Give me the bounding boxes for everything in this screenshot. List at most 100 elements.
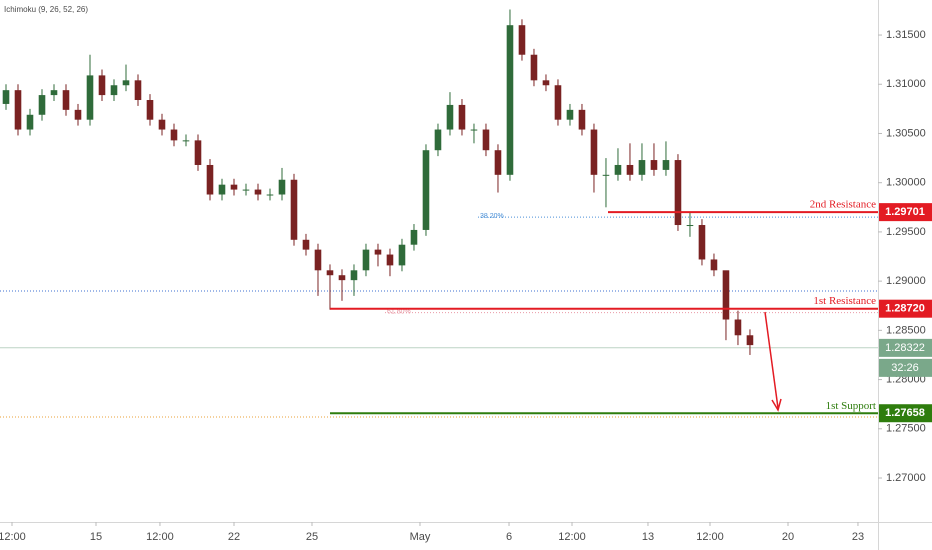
candle-body (254, 189, 262, 195)
x-tick-label: 22 (228, 531, 240, 543)
level-price-box (879, 203, 932, 222)
y-tick-label: 1.27000 (886, 472, 926, 484)
indicator-label: Ichimoku (9, 26, 52, 26) (4, 5, 88, 14)
candle-body (374, 249, 382, 255)
countdown: 32:26 (891, 362, 919, 374)
candle-body (326, 270, 334, 276)
candle-body (434, 129, 442, 151)
last-price: 1.28322 (885, 342, 925, 354)
candle-body (398, 244, 406, 266)
x-tick-label: 13 (642, 531, 654, 543)
x-tick-label: 6 (506, 531, 512, 543)
candle-body (122, 80, 130, 86)
candle-body (542, 80, 550, 86)
candle-body (134, 80, 142, 101)
candle-body (2, 90, 10, 104)
candle-body (266, 194, 274, 196)
candle-body (158, 119, 166, 130)
candle-body (494, 150, 502, 175)
candle-body (686, 225, 694, 227)
level-price-box (879, 404, 932, 423)
candle-body (734, 319, 742, 336)
candle-body (530, 54, 538, 81)
x-tick-label: 12:00 (0, 531, 26, 543)
fib-label: 61.80% (387, 308, 411, 315)
candle-body (86, 75, 94, 120)
candle-body (278, 179, 286, 195)
y-tick-label: 1.30500 (886, 127, 926, 139)
y-tick-label: 1.31000 (886, 78, 926, 90)
level-price: 1.28720 (885, 303, 925, 315)
y-tick-label: 1.28500 (886, 324, 926, 336)
candle-body (554, 85, 562, 120)
candle-body (638, 160, 646, 175)
candle-body (590, 129, 598, 175)
candle-body (182, 140, 190, 142)
candle-body (314, 249, 322, 271)
x-tick-label: 12:00 (558, 531, 586, 543)
candle-body (290, 179, 298, 240)
candle-body (14, 90, 22, 130)
candle-body (710, 259, 718, 271)
x-tick-label: 20 (782, 531, 794, 543)
x-tick-label: May (410, 531, 431, 543)
candle-body (110, 85, 118, 96)
candle-body (746, 335, 754, 346)
candle-body (302, 239, 310, 250)
candle-body (206, 164, 214, 195)
candle-body (98, 75, 106, 96)
candle-body (242, 189, 250, 191)
candle-body (38, 95, 46, 115)
level-name: 2nd Resistance (810, 199, 876, 211)
x-tick-label: 23 (852, 531, 864, 543)
candle-body (674, 160, 682, 226)
y-tick-label: 1.27500 (886, 423, 926, 435)
candle-body (410, 229, 418, 245)
y-tick-label: 1.29500 (886, 226, 926, 238)
x-tick-label: 12:00 (146, 531, 174, 543)
candle-body (50, 90, 58, 96)
candle-body (422, 150, 430, 230)
candle-body (446, 104, 454, 130)
candle-body (662, 160, 670, 170)
candle-body (614, 164, 622, 175)
candle-body (62, 90, 70, 110)
y-tick-label: 1.29000 (886, 275, 926, 287)
candle-body (470, 129, 478, 131)
candle-body (26, 114, 34, 130)
candle-body (170, 129, 178, 141)
level-price-box (879, 299, 932, 318)
candle-body (698, 225, 706, 260)
candle-body (506, 25, 514, 175)
candle-body (194, 140, 202, 165)
candle-body (602, 174, 610, 176)
arrow-head (771, 398, 782, 412)
level-price: 1.27658 (885, 407, 925, 419)
candle-body (722, 270, 730, 320)
candle-body (74, 109, 82, 120)
candle-body (626, 164, 634, 175)
candle-body (362, 249, 370, 271)
last-price-box (879, 338, 932, 357)
fib-label: 38.20% (480, 213, 504, 220)
arrow-shaft (764, 311, 779, 409)
candle-body (650, 160, 658, 170)
candle-body (146, 100, 154, 120)
y-tick-label: 1.30000 (886, 177, 926, 189)
level-price: 1.29701 (885, 206, 925, 218)
candle-body (218, 184, 226, 195)
candle-body (578, 109, 586, 130)
y-tick-label: 1.31500 (886, 29, 926, 41)
level-name: 1st Support (826, 400, 876, 412)
candle-body (566, 109, 574, 120)
level-name: 1st Resistance (813, 295, 876, 307)
candle-body (230, 184, 238, 190)
x-tick-label: 25 (306, 531, 318, 543)
candle-body (482, 129, 490, 151)
candle-body (350, 270, 358, 281)
x-tick-label: 15 (90, 531, 102, 543)
candle-body (386, 254, 394, 266)
candle-body (518, 25, 526, 55)
